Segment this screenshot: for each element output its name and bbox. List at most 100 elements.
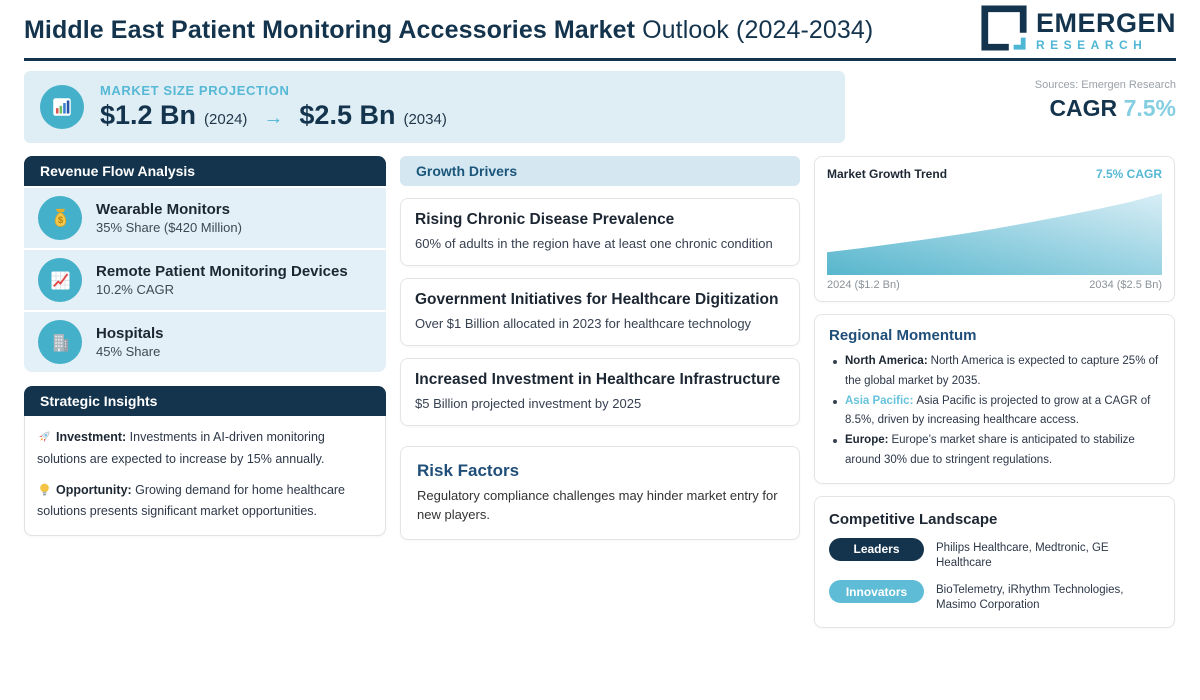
region-label: Europe: [845,434,889,447]
year-2024: (2024) [204,111,248,128]
left-column: Revenue Flow Analysis $ Wearable Monitor… [24,156,386,536]
trend-x-end: 2034 ($2.5 Bn) [1089,279,1162,291]
market-size-row: MARKET SIZE PROJECTION $1.2 Bn (2024) → … [24,71,1176,143]
leaders-badge: Leaders [829,537,924,561]
driver-desc: $5 Billion projected investment by 2025 [415,396,642,412]
competitive-landscape-card: Competitive Landscape Leaders Philips He… [814,495,1175,629]
region-label: Asia Pacific: [845,394,914,407]
chart-increasing-icon [38,258,82,302]
revenue-row-hospitals: Hospitals 45% Share [24,312,386,372]
risk-factors-text: Regulatory compliance challenges may hin… [417,488,778,523]
value-2034: $2.5 Bn [299,100,396,130]
strategic-insights-panel: Strategic Insights [24,386,386,536]
segment-name: Remote Patient Monitoring Devices [96,263,348,280]
emergen-logo: EMERGEN RESEARCH [980,4,1176,57]
innovators-badge: Innovators [829,580,924,604]
growth-driver-card-3: Increased Investment in Healthcare Infra… [400,358,800,427]
title-underline [24,58,1176,61]
strategic-insights-body: Investment: Investments in AI-driven mon… [24,416,386,536]
right-column: Market Growth Trend 7.5% CAGR 2024 ($1.2… [814,156,1175,629]
risk-factors-title: Risk Factors [417,461,520,481]
regional-momentum-card: Regional Momentum North America: North Am… [814,314,1175,484]
growth-drivers-header: Growth Drivers [400,156,800,186]
revenue-row-remote-monitoring: Remote Patient Monitoring Devices 10.2% … [24,250,386,310]
insight-label: Investment: [56,430,127,444]
bar-chart-icon [40,85,84,129]
trend-title: Market Growth Trend [827,167,948,181]
revenue-row-wearable-monitors: $ Wearable Monitors 35% Share ($420 Mill… [24,188,386,248]
leaders-companies: Philips Healthcare, Medtronic, GE Health… [936,541,1109,569]
revenue-flow-header: Revenue Flow Analysis [24,156,386,186]
segment-name: Wearable Monitors [96,201,230,218]
value-2024: $1.2 Bn [100,100,197,130]
page-title: Middle East Patient Monitoring Accessori… [24,16,873,45]
segment-stat: 45% Share [96,344,161,359]
projection-values: $1.2 Bn (2024) → $2.5 Bn (2034) [100,100,447,131]
money-bag-icon: $ [38,196,82,240]
competitive-row-innovators: Innovators BioTelemetry, iRhythm Technol… [829,580,1160,613]
svg-text:$: $ [57,214,63,225]
emergen-logo-text: EMERGEN RESEARCH [1035,7,1176,52]
revenue-row-text: Wearable Monitors 35% Share ($420 Millio… [96,201,242,235]
cagr-value: 7.5% [1123,95,1176,121]
insight-text: Growing demand for home healthcare solut… [37,482,346,519]
trend-area-chart [827,193,1162,275]
region-item-asia-pacific: Asia Pacific: Asia Pacific is projected t… [829,392,1160,432]
region-text: Asia Pacific is projected to grow at a C… [845,394,1151,427]
page-title-light: Outlook (2024-2034) [635,15,874,44]
driver-title: Government Initiatives for Healthcare Di… [415,291,779,309]
rocket-icon [37,429,52,450]
growth-driver-card-2: Government Initiatives for Healthcare Di… [400,278,800,347]
driver-desc: Over $1 Billion allocated in 2023 for he… [415,316,752,331]
risk-factors-card: Risk Factors Regulatory compliance chall… [400,446,800,540]
competitive-landscape-title: Competitive Landscape [829,510,998,528]
trend-cagr-badge: 7.5% CAGR [1095,167,1162,181]
trend-x-start: 2024 ($1.2 Bn) [827,279,900,291]
competitive-row-leaders: Leaders Philips Healthcare, Medtronic, G… [829,537,1160,571]
insight-text: Investments in AI-driven monitoring solu… [37,430,325,466]
trend-area-path [827,193,1162,275]
trend-x-axis: 2024 ($1.2 Bn) 2034 ($2.5 Bn) [827,279,1162,291]
insight-investment: Investment: Investments in AI-driven mon… [37,428,373,469]
strategic-insights-header: Strategic Insights [24,386,386,416]
middle-column: Growth Drivers Rising Chronic Disease Pr… [400,156,800,540]
driver-title: Rising Chronic Disease Prevalence [415,211,675,228]
header: Middle East Patient Monitoring Accessori… [24,0,1176,51]
innovators-companies: BioTelemetry, iRhythm Technologies, Masi… [936,584,1124,612]
insight-label: Opportunity: [56,482,132,497]
region-text: Europe’s market share is anticipated to … [845,434,1135,466]
year-2034: (2034) [403,111,447,128]
region-label: North America: [845,355,928,367]
cagr-line: CAGR 7.5% [1035,95,1176,122]
projection-label: MARKET SIZE PROJECTION [100,83,290,98]
cagr-label: CAGR [1049,95,1118,121]
regional-momentum-list: North America: North America is expected … [829,352,1160,471]
content-columns: Revenue Flow Analysis $ Wearable Monitor… [24,156,1176,629]
revenue-flow-panel: Revenue Flow Analysis $ Wearable Monitor… [24,156,386,372]
page-title-strong: Middle East Patient Monitoring Accessori… [24,15,636,44]
insight-opportunity: Opportunity: Growing demand for home hea… [37,481,373,522]
segment-stat: 10.2% CAGR [96,282,175,297]
revenue-row-text: Remote Patient Monitoring Devices 10.2% … [96,263,348,297]
region-item-north-america: North America: North America is expected … [829,352,1160,392]
segment-name: Hospitals [96,325,164,342]
logo-line2: RESEARCH [1035,37,1148,52]
sources-note: Sources: Emergen Research [1034,79,1176,91]
region-text: North America is expected to capture 25%… [845,355,1159,387]
regional-momentum-title: Regional Momentum [829,327,977,344]
market-size-projection-bar: MARKET SIZE PROJECTION $1.2 Bn (2024) → … [24,71,845,143]
emergen-logo-icon [980,4,1028,57]
cagr-block: Sources: Emergen Research CAGR 7.5% [1035,71,1176,143]
region-item-europe: Europe: Europe’s market share is anticipa… [829,431,1160,471]
projection-text-block: MARKET SIZE PROJECTION $1.2 Bn (2024) → … [100,83,447,131]
trend-header: Market Growth Trend 7.5% CAGR [827,167,1162,181]
lightbulb-icon [37,482,52,503]
market-growth-trend-card: Market Growth Trend 7.5% CAGR 2024 ($1.2… [814,156,1175,302]
logo-line1: EMERGEN [1035,7,1176,38]
revenue-row-text: Hospitals 45% Share [96,325,164,359]
arrow-right-icon: → [263,107,284,129]
segment-stat: 35% Share ($420 Million) [96,220,242,235]
driver-title: Increased Investment in Healthcare Infra… [415,371,781,389]
hospital-building-icon [38,320,82,364]
